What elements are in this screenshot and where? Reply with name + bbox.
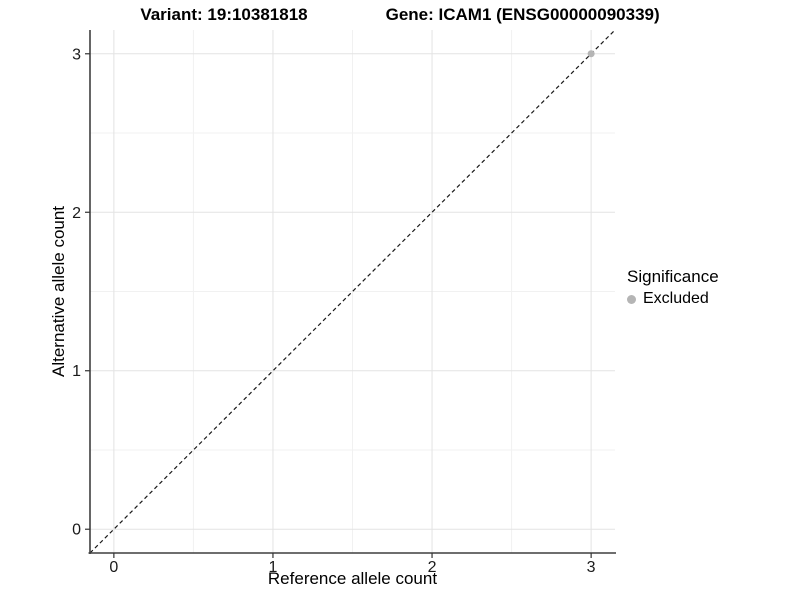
legend-title: Significance: [627, 267, 719, 286]
data-point-excluded: [587, 50, 595, 58]
x-tick-label: 1: [269, 559, 278, 576]
x-tick-label: 3: [587, 559, 596, 576]
y-tick-label: 0: [72, 522, 81, 539]
y-tick-label: 3: [72, 46, 81, 63]
x-axis-title: Reference allele count: [268, 569, 437, 588]
plot-title: Variant: 19:10381818 Gene: ICAM1 (ENSG00…: [0, 5, 800, 25]
plot-title-variant: Variant: 19:10381818: [140, 5, 308, 24]
legend-item-excluded: Excluded: [627, 290, 719, 308]
y-tick-label: 1: [72, 363, 81, 380]
legend-item-label: Excluded: [643, 290, 709, 307]
y-axis-title: Alternative allele count: [49, 206, 68, 377]
x-tick-label: 0: [109, 559, 118, 576]
legend: Significance Excluded: [627, 267, 719, 308]
x-tick-label: 2: [428, 559, 437, 576]
identity-line: [89, 29, 616, 554]
legend-point-swatch: [627, 294, 636, 304]
y-tick-label: 2: [72, 205, 81, 222]
plot-title-gene: Gene: ICAM1 (ENSG00000090339): [385, 5, 660, 24]
